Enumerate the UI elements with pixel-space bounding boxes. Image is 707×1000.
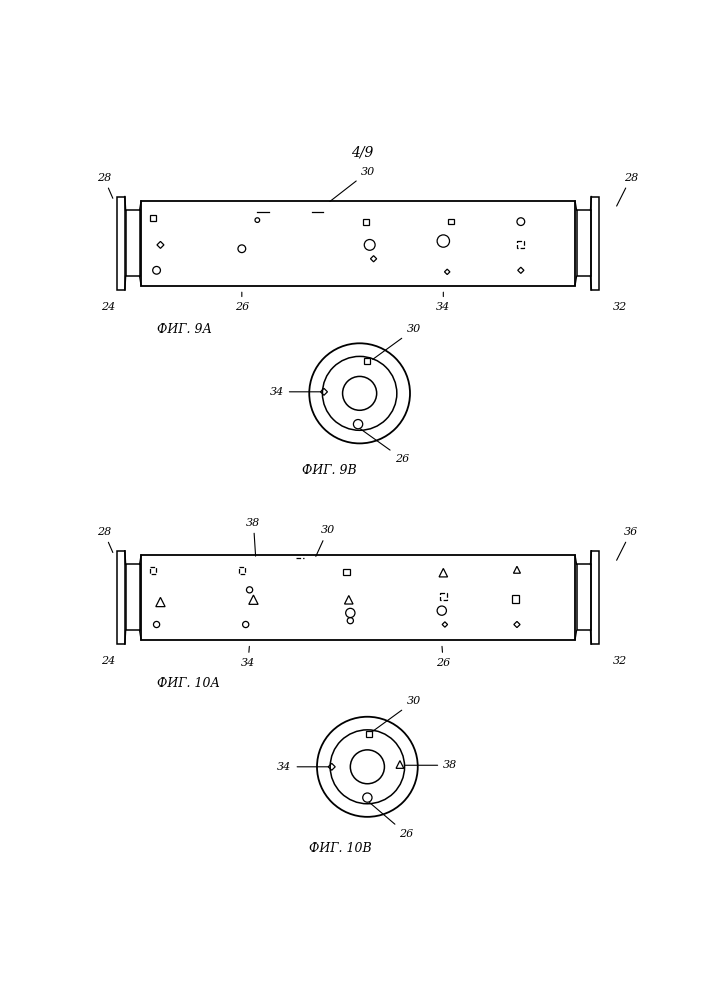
Text: 32: 32 — [613, 302, 627, 312]
Bar — [518, 241, 525, 248]
Text: 36: 36 — [617, 527, 638, 560]
Text: 32: 32 — [613, 656, 627, 666]
Bar — [239, 567, 245, 574]
Text: 30: 30 — [373, 324, 421, 359]
Text: 30: 30 — [316, 525, 335, 556]
Bar — [126, 564, 139, 630]
Bar — [440, 593, 447, 600]
Bar — [150, 567, 156, 574]
Bar — [126, 210, 139, 276]
Text: 38: 38 — [404, 760, 457, 770]
Text: 24: 24 — [101, 656, 116, 666]
Text: 34: 34 — [241, 646, 255, 668]
Text: 24: 24 — [101, 302, 116, 312]
Text: 28: 28 — [97, 527, 113, 553]
Bar — [448, 219, 454, 224]
Bar — [363, 219, 369, 225]
Bar — [577, 210, 590, 276]
Text: 30: 30 — [330, 167, 375, 201]
Text: ФИГ. 10А: ФИГ. 10А — [156, 677, 220, 690]
Bar — [364, 358, 370, 364]
Bar — [117, 551, 125, 644]
Text: 34: 34 — [277, 762, 329, 772]
Bar — [512, 595, 519, 603]
Bar — [141, 555, 575, 640]
Text: 38: 38 — [246, 518, 261, 556]
Bar — [141, 201, 575, 286]
Text: ФИГ. 9А: ФИГ. 9А — [156, 323, 211, 336]
Text: 26: 26 — [235, 292, 249, 312]
Text: 34: 34 — [269, 387, 321, 397]
Bar — [591, 197, 599, 290]
Text: ФИГ. 9В: ФИГ. 9В — [301, 464, 356, 477]
Text: 26: 26 — [436, 646, 450, 668]
Bar — [591, 551, 599, 644]
Text: 28: 28 — [617, 173, 638, 206]
Text: 34: 34 — [436, 292, 450, 312]
Bar — [366, 731, 372, 737]
Bar — [117, 197, 125, 290]
Bar — [150, 215, 156, 221]
Bar — [344, 569, 349, 575]
Text: ФИГ. 10В: ФИГ. 10В — [309, 842, 372, 854]
Text: 30: 30 — [373, 696, 421, 731]
Text: 28: 28 — [97, 173, 113, 198]
Text: 26: 26 — [361, 429, 409, 464]
Text: 26: 26 — [370, 802, 414, 839]
Bar — [577, 564, 590, 630]
Text: 4/9: 4/9 — [351, 145, 373, 159]
